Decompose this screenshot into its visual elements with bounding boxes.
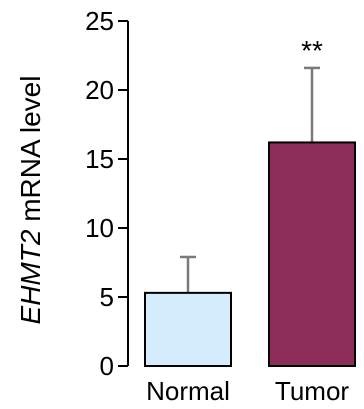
y-axis-label-rest: mRNA level [15,76,46,230]
y-tick-label: 5 [100,282,114,312]
y-tick-label: 15 [85,144,114,174]
y-axis-label: EHMT2 mRNA level [15,76,46,325]
y-tick-label: 10 [85,213,114,243]
bars: ** [144,35,356,367]
x-tick-label-tumor: Tumor [275,376,349,406]
bar-normal [144,291,232,367]
y-tick-label: 0 [100,351,114,381]
y-tick-label: 25 [85,6,114,36]
x-axis: Normal Tumor [146,376,349,406]
x-tick-label-normal: Normal [146,376,230,406]
bar-tumor [268,141,356,367]
y-axis: 0 5 10 15 20 25 [85,6,129,381]
significance-label: ** [301,35,323,66]
y-tick-label: 20 [85,75,114,105]
y-axis-label-italic: EHMT2 [15,229,46,324]
